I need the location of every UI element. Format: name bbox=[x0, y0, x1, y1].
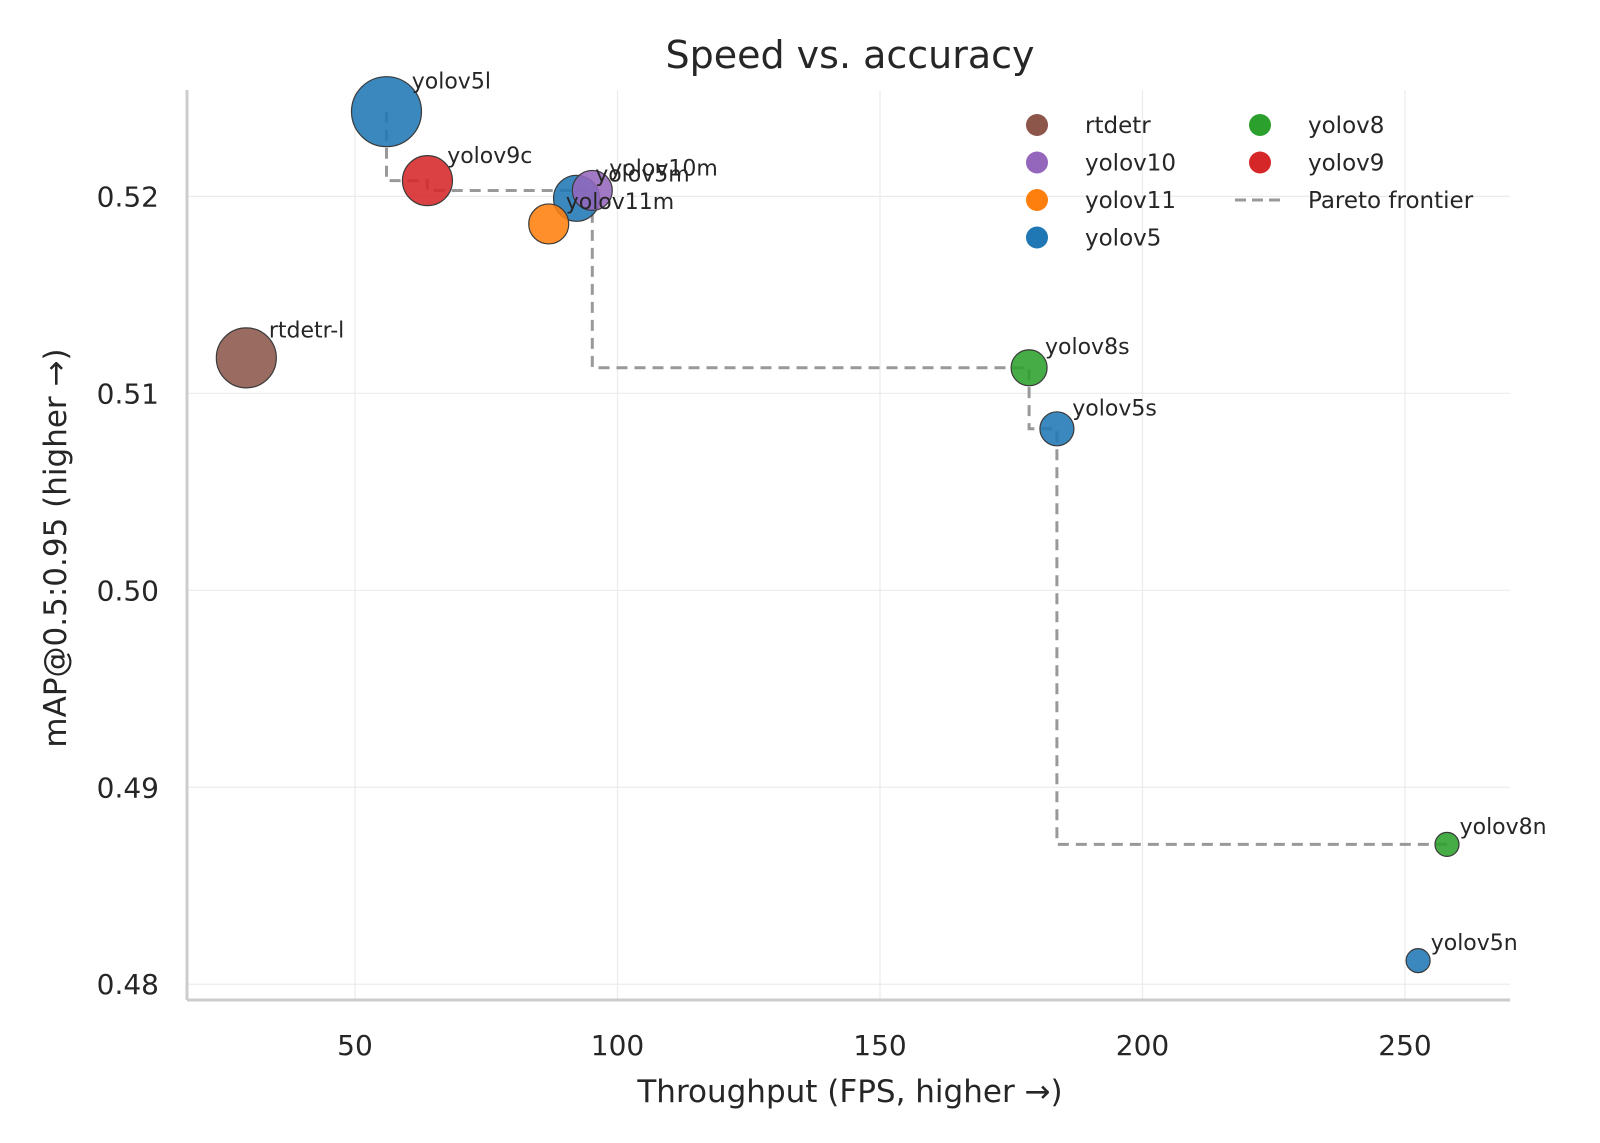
data-point bbox=[1010, 349, 1048, 387]
legend: rtdetr yolov10 yolov11 yolov5 yolov8 yolov9 Pa… bbox=[1026, 113, 1474, 252]
point-label: yolov11m bbox=[566, 190, 675, 215]
y-axis-label: mAP@0.5:0.95 (higher →) bbox=[38, 348, 74, 747]
data-point bbox=[215, 327, 277, 389]
data-point bbox=[350, 76, 423, 148]
y-tick-label: 0.48 bbox=[97, 968, 159, 1001]
legend-label: yolov5 bbox=[1085, 226, 1161, 252]
legend-label: yolov9 bbox=[1308, 151, 1384, 177]
y-tick-label: 0.49 bbox=[97, 771, 159, 804]
point-label: rtdetr-l bbox=[269, 318, 345, 343]
point-label: yolov5m bbox=[595, 163, 690, 188]
grid bbox=[187, 90, 1510, 1000]
x-axis-label: Throughput (FPS, higher →) bbox=[636, 1074, 1062, 1110]
legend-label: rtdetr bbox=[1085, 113, 1151, 139]
y-tick-label: 0.52 bbox=[97, 180, 159, 213]
point-label: yolov10m bbox=[609, 156, 718, 181]
point-label: yolov5n bbox=[1431, 931, 1518, 956]
legend-marker bbox=[1026, 114, 1048, 136]
x-tick-label: 200 bbox=[1116, 1029, 1169, 1062]
axes-spines bbox=[185, 90, 1510, 1002]
legend-marker bbox=[1026, 189, 1048, 211]
point-label: yolov5l bbox=[412, 69, 491, 94]
point-label: yolov5s bbox=[1072, 396, 1157, 421]
data-point bbox=[1039, 411, 1075, 447]
legend-label: yolov11 bbox=[1085, 188, 1176, 214]
point-label: yolov8s bbox=[1045, 335, 1130, 360]
chart-title: Speed vs. accuracy bbox=[665, 33, 1034, 77]
legend-marker bbox=[1026, 226, 1048, 249]
legend-label: Pareto frontier bbox=[1308, 188, 1474, 214]
tick-labels: 50 100 150 200 250 0.48 0.49 0.50 0.51 0.52 bbox=[97, 180, 1432, 1062]
y-tick-label: 0.50 bbox=[97, 574, 159, 607]
data-point bbox=[1405, 948, 1431, 974]
data-point bbox=[1434, 831, 1460, 857]
x-tick-label: 50 bbox=[337, 1029, 373, 1062]
legend-label: yolov10 bbox=[1085, 151, 1176, 177]
y-tick-label: 0.51 bbox=[97, 377, 159, 410]
data-point bbox=[401, 155, 454, 207]
legend-marker bbox=[1249, 114, 1271, 136]
legend-marker bbox=[1026, 151, 1048, 174]
data-point bbox=[528, 203, 570, 245]
x-tick-label: 250 bbox=[1378, 1029, 1431, 1062]
x-tick-label: 150 bbox=[853, 1029, 906, 1062]
legend-label: yolov8 bbox=[1308, 113, 1384, 139]
x-tick-label: 100 bbox=[591, 1029, 644, 1062]
legend-marker bbox=[1249, 151, 1271, 174]
data-point bbox=[571, 169, 613, 212]
point-label: yolov8n bbox=[1460, 815, 1547, 840]
point-label: yolov9c bbox=[447, 144, 532, 169]
